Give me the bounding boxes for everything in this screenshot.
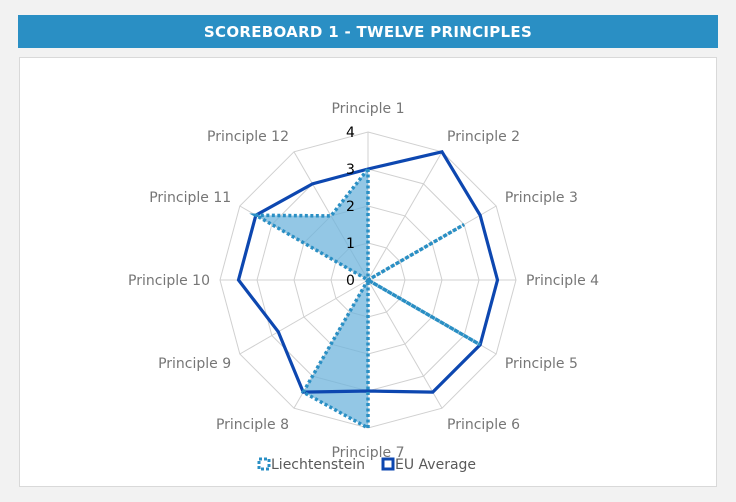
radial-tick-label: 0 xyxy=(346,273,355,289)
category-label: Principle 9 xyxy=(158,356,231,372)
category-label: Principle 12 xyxy=(207,129,289,145)
legend-item-eu-average[interactable]: EU Average xyxy=(381,457,476,473)
category-labels: Principle 1 Principle 2 Principle 3 Princip… xyxy=(128,101,599,461)
category-label: Principle 8 xyxy=(216,417,289,433)
legend-marker-liechtenstein xyxy=(257,457,271,471)
legend-item-liechtenstein[interactable]: Liechtenstein xyxy=(257,457,365,473)
radial-tick-label: 3 xyxy=(346,162,355,178)
grid-spoke xyxy=(367,279,443,409)
category-label: Principle 7 xyxy=(331,445,404,461)
category-label: Principle 5 xyxy=(505,356,578,372)
legend-label-liechtenstein: Liechtenstein xyxy=(271,457,365,473)
series-line-liechtenstein xyxy=(249,163,482,431)
category-label: Principle 4 xyxy=(526,273,599,289)
grid-spoke xyxy=(367,151,443,281)
radial-tick-label: 2 xyxy=(346,199,355,215)
category-label: Principle 6 xyxy=(447,417,520,433)
category-label: Principle 11 xyxy=(149,190,231,206)
legend-marker-eu-average xyxy=(381,457,395,471)
page-title: SCOREBOARD 1 - TWELVE PRINCIPLES xyxy=(18,15,718,48)
radar-series xyxy=(236,150,500,431)
radial-axis-ticks: 0 1 2 3 4 xyxy=(346,125,355,289)
radial-tick-label: 1 xyxy=(346,236,355,252)
category-label: Principle 2 xyxy=(447,129,520,145)
radial-tick-label: 4 xyxy=(346,125,355,141)
category-label: Principle 10 xyxy=(128,273,210,289)
legend: Liechtenstein EU Average xyxy=(257,457,476,473)
grid-spoke xyxy=(239,279,369,355)
legend-label-eu-average: EU Average xyxy=(395,457,476,473)
category-label: Principle 3 xyxy=(505,190,578,206)
category-label: Principle 1 xyxy=(331,101,404,117)
